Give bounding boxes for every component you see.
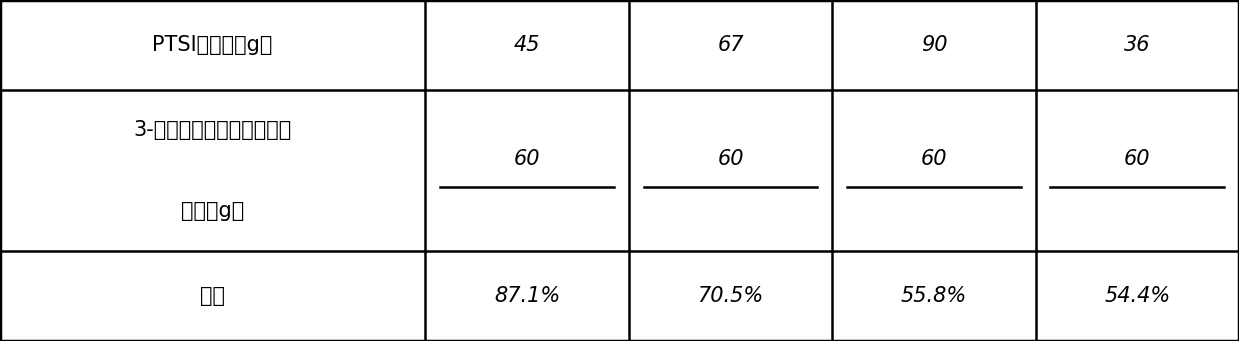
Text: 87.1%: 87.1% bbox=[494, 286, 560, 306]
Text: 60: 60 bbox=[717, 149, 743, 169]
Text: 67: 67 bbox=[717, 35, 743, 55]
Text: 入量（g）: 入量（g） bbox=[181, 202, 244, 221]
Text: 收率: 收率 bbox=[201, 286, 225, 306]
Text: PTSI加入量（g）: PTSI加入量（g） bbox=[152, 35, 273, 55]
Text: 70.5%: 70.5% bbox=[698, 286, 763, 306]
Text: 3-氨基苯基对甲苯磺酸酯加: 3-氨基苯基对甲苯磺酸酯加 bbox=[134, 120, 292, 139]
Text: 60: 60 bbox=[921, 149, 947, 169]
Text: 45: 45 bbox=[514, 35, 540, 55]
Text: 54.4%: 54.4% bbox=[1104, 286, 1171, 306]
Text: 60: 60 bbox=[514, 149, 540, 169]
Text: 60: 60 bbox=[1124, 149, 1151, 169]
Text: 36: 36 bbox=[1124, 35, 1151, 55]
Text: 90: 90 bbox=[921, 35, 947, 55]
Text: 55.8%: 55.8% bbox=[901, 286, 966, 306]
